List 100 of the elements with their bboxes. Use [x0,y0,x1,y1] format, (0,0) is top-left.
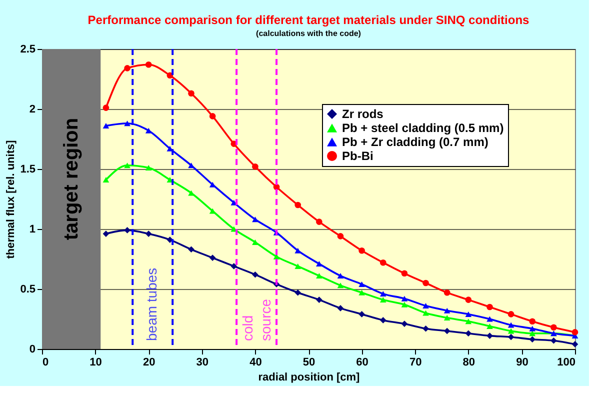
point [508,322,514,328]
point [252,239,258,245]
point [102,230,110,237]
y-tick-label: 2 [29,104,36,116]
chart-title: Performance comparison for different target materials under SINQ conditions [88,13,530,27]
legend-label: Zr rods [342,107,384,121]
point [572,329,578,336]
point [209,182,216,188]
point [316,218,322,225]
point [486,316,493,322]
annotation: source [258,298,274,341]
point [550,324,557,331]
point [401,270,408,277]
point [145,165,152,171]
band-label: target region [60,118,82,240]
legend-label: Pb + steel cladding (0.5 mm) [342,121,504,135]
legend-label: Pb + Zr cladding (0.7 mm) [342,135,488,149]
point [337,282,344,288]
point [380,291,386,297]
point [444,328,450,334]
x-tick-label: 20 [142,356,156,368]
x-tick-label: 30 [196,356,209,368]
point [337,305,344,312]
x-tick-label: 10 [90,356,102,368]
point [422,303,429,309]
point [444,308,450,314]
point [209,113,216,120]
point [401,296,408,302]
point [145,230,152,237]
point [294,202,301,208]
point [380,297,386,303]
point [508,328,514,334]
point [102,123,110,129]
point [252,216,258,222]
point [337,273,344,279]
x-tick-label: 90 [516,356,528,368]
point [358,247,365,254]
point [422,280,429,286]
y-tick-label: 1.5 [20,164,36,176]
point [422,310,429,316]
point [124,65,130,72]
point [380,259,386,266]
point [444,315,450,321]
y-tick-label: 2.5 [20,44,36,56]
point [486,332,493,339]
x-tick-label: 0 [42,356,49,368]
point [124,162,130,168]
point [209,254,216,261]
point [294,248,301,254]
point [358,290,365,296]
point [358,311,365,318]
annotation: cold [240,315,256,341]
point [486,323,493,329]
point [550,337,557,344]
point [465,330,472,337]
point [252,163,258,170]
x-tick-label: 40 [250,356,262,368]
point [188,90,194,97]
x-axis-title: radial position [cm] [258,372,360,384]
point [294,289,301,296]
point [316,296,322,303]
point [337,233,344,240]
point [529,318,536,325]
point [529,326,536,332]
point [358,281,365,287]
point [465,311,472,317]
point [294,263,301,269]
point [188,246,194,253]
point [529,336,536,343]
point [209,208,216,214]
x-tick-label: 80 [462,356,476,368]
point [401,302,408,308]
annotation: beam tubes [144,268,160,341]
x-tick-label: 50 [302,356,316,368]
point [572,341,578,348]
y-tick-label: 0.5 [20,284,36,296]
chart-subtitle: (calculations with the code) [256,29,362,38]
point [380,317,386,324]
point [316,261,322,267]
point [230,263,238,270]
point [252,271,258,278]
point [145,61,152,68]
legend-label: Pb-Bi [342,149,374,163]
point [529,330,536,336]
y-tick-label: 1 [29,224,36,236]
x-tick-label: 60 [356,356,368,368]
point [145,128,152,134]
point [465,296,472,303]
point [102,104,110,111]
point [124,120,130,126]
point [316,273,322,279]
y-axis-title: thermal flux [rel. units] [5,140,18,259]
point [508,311,514,318]
point [422,325,429,332]
x-tick-label: 100 [557,356,576,368]
x-tick-label: 70 [409,356,422,368]
point [102,177,110,183]
point [444,289,450,296]
point [508,334,514,340]
point [465,318,472,324]
